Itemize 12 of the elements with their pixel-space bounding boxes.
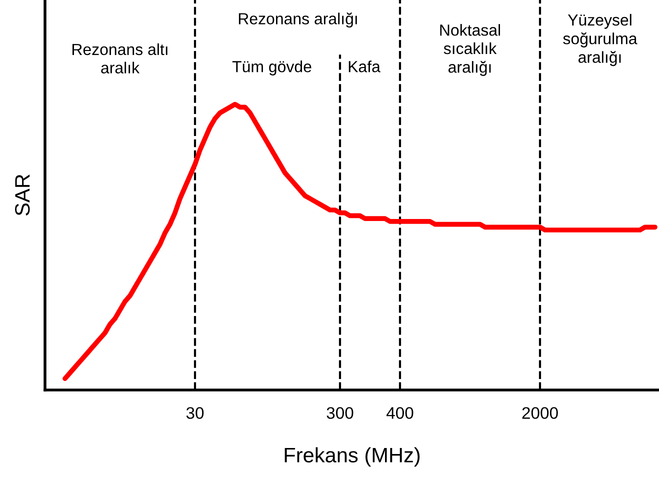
text: Rezonans altı aralık xyxy=(72,43,168,74)
x-tick-label: 30 xyxy=(186,407,204,419)
x-tick-label: 400 xyxy=(386,407,414,419)
text: Rezonans aralığı xyxy=(238,12,357,28)
text: Yüzeysel soğurulma aralığı xyxy=(563,14,638,66)
y-axis-title: SAR xyxy=(15,174,30,216)
x-tick-label: 2000 xyxy=(522,407,558,419)
text: Tüm gövde xyxy=(232,60,312,76)
x-tick-label: 300 xyxy=(326,407,354,419)
text: Noktasal sıcaklık aralığı xyxy=(440,24,500,76)
text: Kafa xyxy=(348,60,380,72)
x-axis-title: Frekans (MHz) xyxy=(284,447,420,467)
